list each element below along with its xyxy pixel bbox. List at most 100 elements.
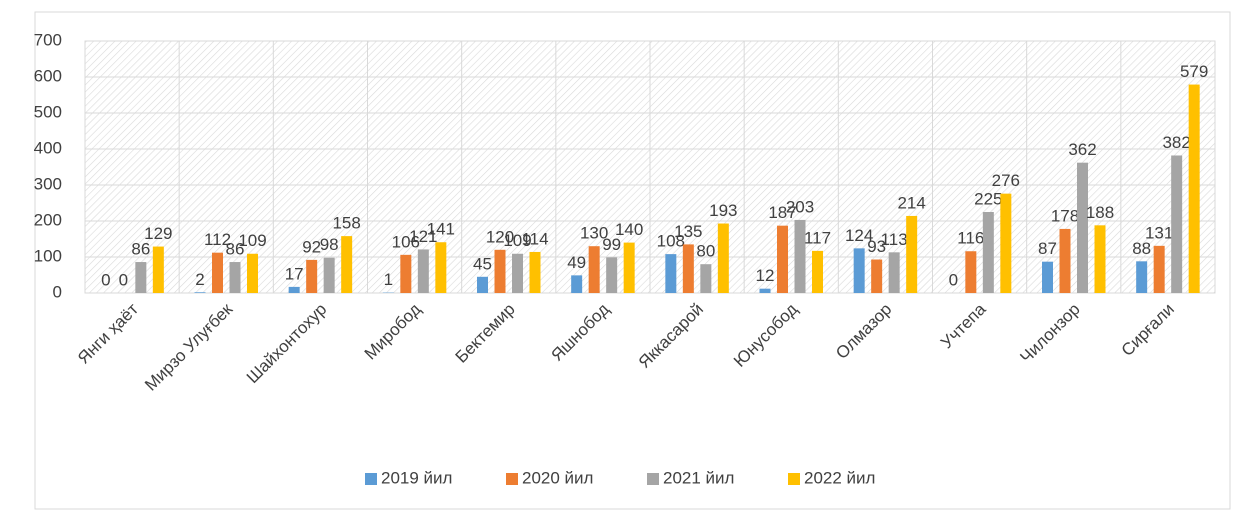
data-label: 129	[144, 224, 172, 243]
y-tick-label: 600	[34, 66, 62, 85]
data-label: 87	[1038, 239, 1057, 258]
data-label: 99	[602, 235, 621, 254]
y-tick-label: 300	[34, 174, 62, 193]
data-label: 158	[332, 214, 360, 233]
bar	[571, 275, 583, 293]
bar	[1094, 225, 1106, 293]
data-label: 106	[392, 232, 420, 251]
x-tick-label: Миробод	[361, 300, 425, 364]
data-label: 114	[521, 229, 548, 248]
data-label: 135	[674, 222, 702, 241]
data-label: 178	[1051, 206, 1079, 225]
data-label: 93	[867, 237, 886, 256]
bar	[400, 254, 412, 293]
data-label: 203	[786, 197, 814, 216]
bar	[1042, 261, 1053, 293]
bar	[982, 212, 994, 293]
bar	[588, 246, 600, 293]
data-label: 120	[486, 227, 514, 246]
bar	[606, 257, 618, 293]
x-tick-label: Мирзо Улуғбек	[141, 299, 236, 394]
bar	[777, 225, 788, 293]
data-label: 140	[615, 220, 643, 239]
legend-swatch	[647, 473, 659, 485]
x-tick-label: Чилонзор	[1016, 300, 1083, 367]
bar	[871, 259, 883, 293]
data-label: 121	[409, 227, 437, 246]
x-tick-label: Учтепа	[937, 299, 990, 352]
bar	[247, 253, 258, 293]
data-label: 17	[285, 264, 304, 283]
bar	[682, 244, 694, 293]
chart-frame	[34, 11, 1231, 510]
bar	[529, 251, 541, 293]
x-tick-label: Янги ҳаёт	[74, 299, 142, 367]
data-label: 130	[580, 224, 608, 243]
bar	[494, 249, 506, 293]
legend-label: 2019 йил	[381, 468, 452, 487]
bar	[417, 249, 429, 293]
data-label: 109	[503, 231, 531, 250]
bar	[306, 259, 318, 293]
y-tick-label: 700	[34, 30, 62, 49]
bar	[623, 242, 635, 293]
legend-swatch	[365, 473, 377, 485]
x-tick-label: Яшнобод	[548, 300, 613, 365]
legend-swatch	[788, 473, 800, 485]
bar	[759, 288, 771, 293]
bar	[717, 223, 729, 293]
data-label: 45	[473, 254, 492, 273]
bar	[812, 250, 823, 293]
bar	[1188, 84, 1200, 293]
bar	[1153, 245, 1165, 293]
data-label: 116	[957, 229, 984, 248]
legend-swatch	[506, 473, 518, 485]
bar	[1059, 228, 1071, 293]
data-label: 112	[204, 230, 231, 249]
data-label: 88	[1132, 239, 1151, 258]
bar	[853, 248, 865, 293]
data-label: 193	[709, 201, 737, 220]
legend-label: 2022 йил	[804, 468, 875, 487]
data-label: 124	[845, 226, 873, 245]
legend-label: 2021 йил	[663, 468, 734, 487]
x-tick-label: Бектемир	[452, 300, 519, 367]
data-label: 188	[1086, 203, 1114, 222]
data-label: 362	[1068, 140, 1096, 159]
bar	[665, 254, 677, 293]
bar	[965, 251, 977, 293]
data-label: 579	[1180, 62, 1208, 81]
data-label: 0	[101, 270, 110, 289]
y-tick-label: 100	[34, 246, 62, 265]
y-tick-label: 400	[34, 138, 62, 157]
data-label: 80	[696, 242, 715, 261]
x-tick-label: Шайхонтохур	[243, 300, 331, 388]
bar	[1077, 162, 1088, 293]
data-label: 109	[238, 231, 266, 250]
x-tick-label: Олмазор	[832, 300, 895, 363]
x-tick-label: Юнусобод	[730, 300, 801, 371]
bar	[212, 252, 223, 293]
bar	[700, 264, 712, 293]
data-label: 86	[131, 240, 150, 259]
data-label: 382	[1162, 133, 1190, 152]
bar	[341, 236, 353, 293]
y-tick-label: 0	[53, 282, 62, 301]
data-label: 92	[302, 237, 321, 256]
data-label: 108	[657, 232, 685, 251]
y-tick-label: 500	[34, 102, 62, 121]
data-label: 98	[320, 235, 339, 254]
data-label: 1	[384, 270, 393, 289]
bar	[512, 253, 523, 293]
bar	[477, 276, 488, 293]
bar	[135, 262, 147, 293]
data-label: 187	[768, 203, 796, 222]
data-label: 117	[804, 228, 831, 247]
data-label: 141	[427, 220, 455, 239]
y-tick-label: 200	[34, 210, 62, 229]
data-label: 12	[756, 266, 775, 285]
bar	[906, 215, 918, 293]
data-label: 225	[974, 189, 1002, 208]
bar	[288, 286, 300, 293]
